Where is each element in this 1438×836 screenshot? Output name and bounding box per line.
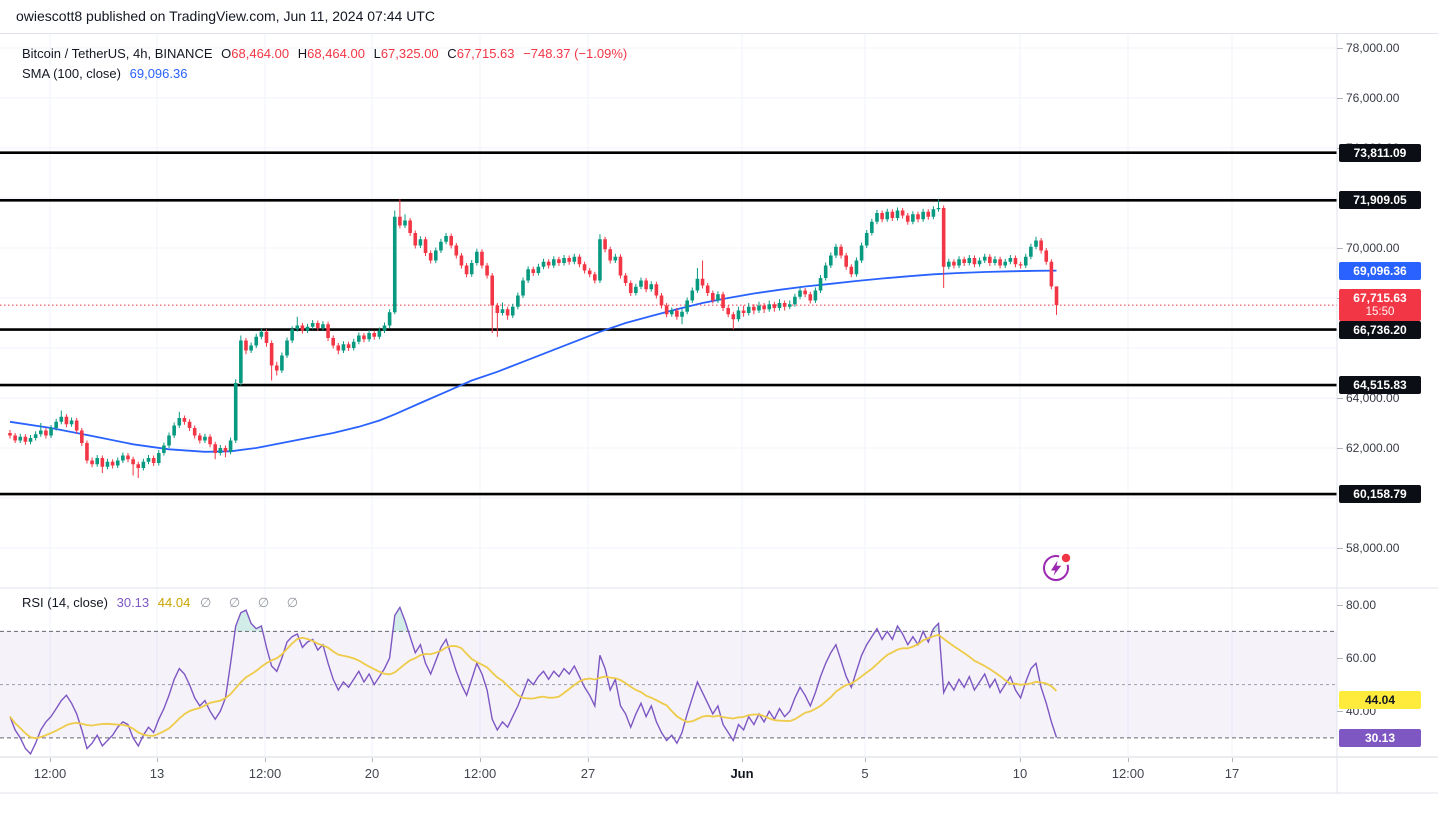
price-axis[interactable] [1337,33,1438,757]
time-axis[interactable] [0,757,1337,793]
reactions-flash-button[interactable] [1040,550,1074,584]
chart-canvas[interactable] [0,33,1337,757]
lightning-icon [1043,551,1073,581]
